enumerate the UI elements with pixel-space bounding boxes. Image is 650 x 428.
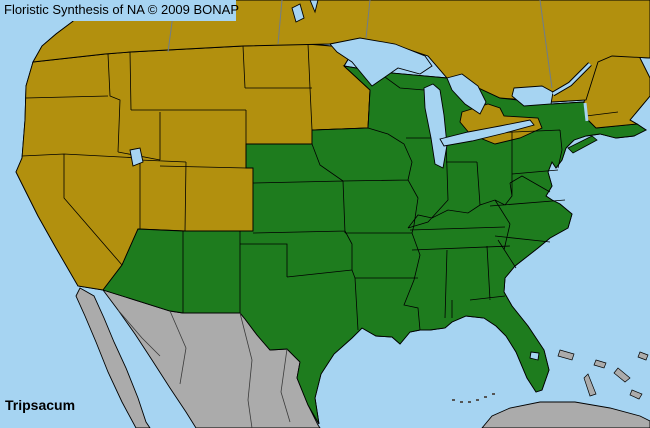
key-islet [460,401,463,403]
lake-michigan [423,83,448,169]
map-title: Floristic Synthesis of NA © 2009 BONAP [0,0,239,21]
lake-huron [446,73,487,115]
lake-superior [329,37,433,87]
bahama-island [557,349,575,361]
key-islet [452,399,455,401]
st-lawrence-river [552,62,592,96]
region-cuba [481,401,650,428]
mexico-state-lines [117,309,291,428]
bahamas-islands [557,349,649,400]
bahama-island [593,359,607,369]
bahama-island [629,389,643,400]
taxon-label: Tripsacum [5,397,76,413]
province-border-lines [167,0,553,89]
lake-erie [439,119,535,147]
lake-okeechobee [529,351,540,361]
state-border-lines [21,43,619,331]
bahama-island [583,373,597,397]
lake-champlain [583,102,589,122]
bahama-island [613,367,631,383]
lake-winnipeg [291,3,305,23]
long-island [567,135,598,154]
lake-ontario [511,85,554,107]
lake-of-the-woods [309,0,319,14]
key-islet [492,393,495,395]
lakes [129,0,554,361]
key-islet [476,399,479,401]
great-salt-lake [129,147,144,167]
key-islet [468,401,471,403]
region-baja-california [75,287,151,428]
florida-keys [452,393,495,403]
bahama-island [637,351,649,361]
key-islet [484,396,487,398]
